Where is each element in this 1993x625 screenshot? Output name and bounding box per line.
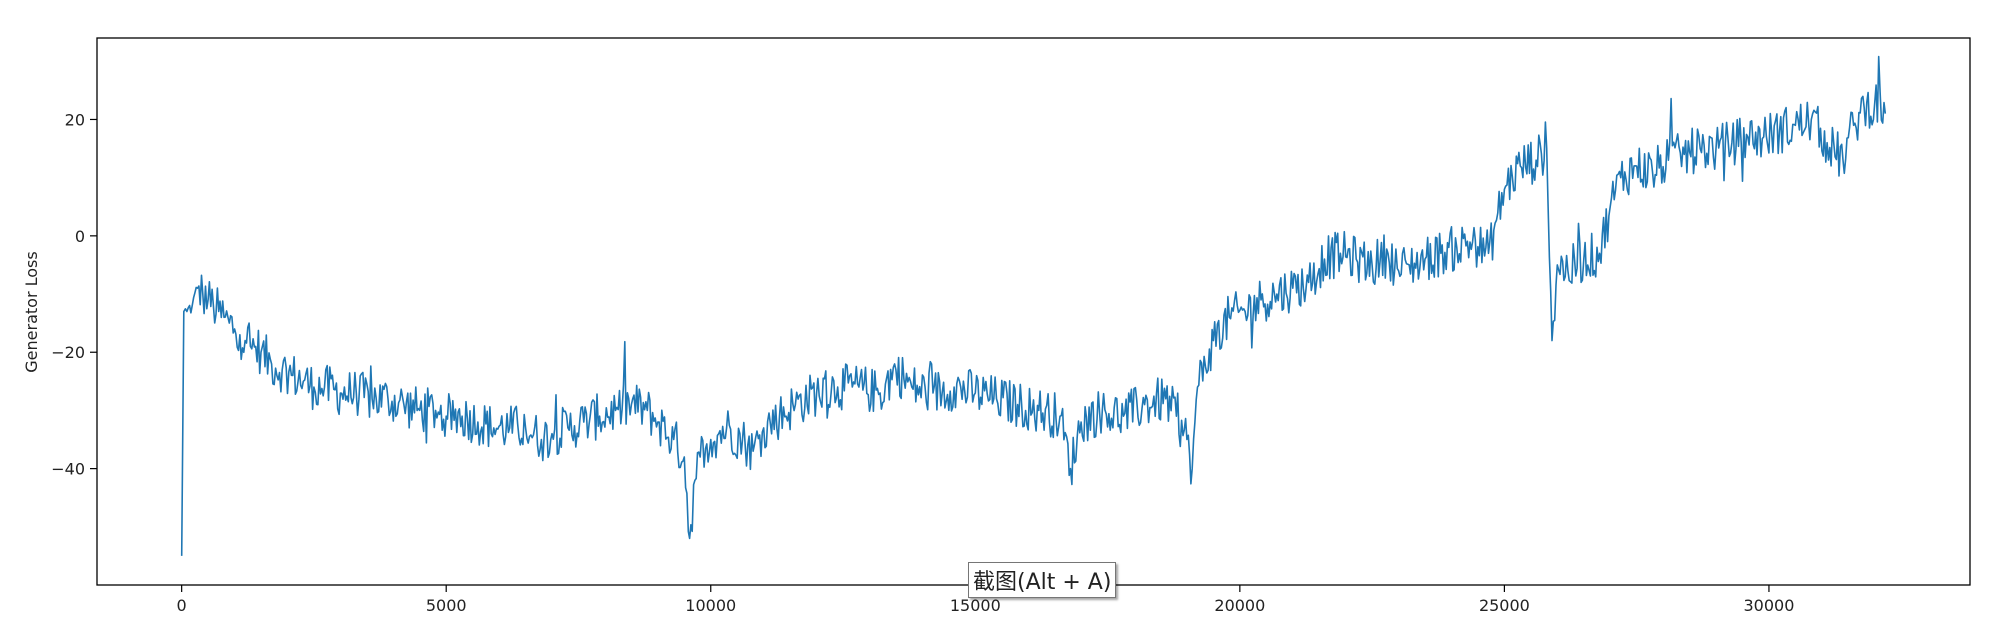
x-tick-label: 25000 (1479, 596, 1530, 615)
y-tick-label: −40 (51, 460, 85, 479)
y-tick-label: 0 (75, 227, 85, 246)
x-axis: 0 5000 10000 15000 20000 25000 30000 (177, 585, 1794, 615)
loss-series-line (180, 55, 1887, 556)
screenshot-tooltip: 截图(Alt + A) (968, 562, 1117, 598)
x-tick-label: 15000 (950, 596, 1001, 615)
x-tick-label: 5000 (426, 596, 467, 615)
x-tick-label: 30000 (1743, 596, 1794, 615)
y-axis-label: Generator Loss (22, 251, 41, 372)
y-tick-label: −20 (51, 343, 85, 362)
x-tick-label: 0 (177, 596, 187, 615)
x-tick-label: 20000 (1214, 596, 1265, 615)
y-axis: 20 0 −20 −40 (51, 110, 97, 479)
plot-frame (96, 37, 1971, 586)
series-layer (180, 55, 1887, 556)
y-tick-label: 20 (65, 110, 85, 129)
x-tick-label: 10000 (685, 596, 736, 615)
